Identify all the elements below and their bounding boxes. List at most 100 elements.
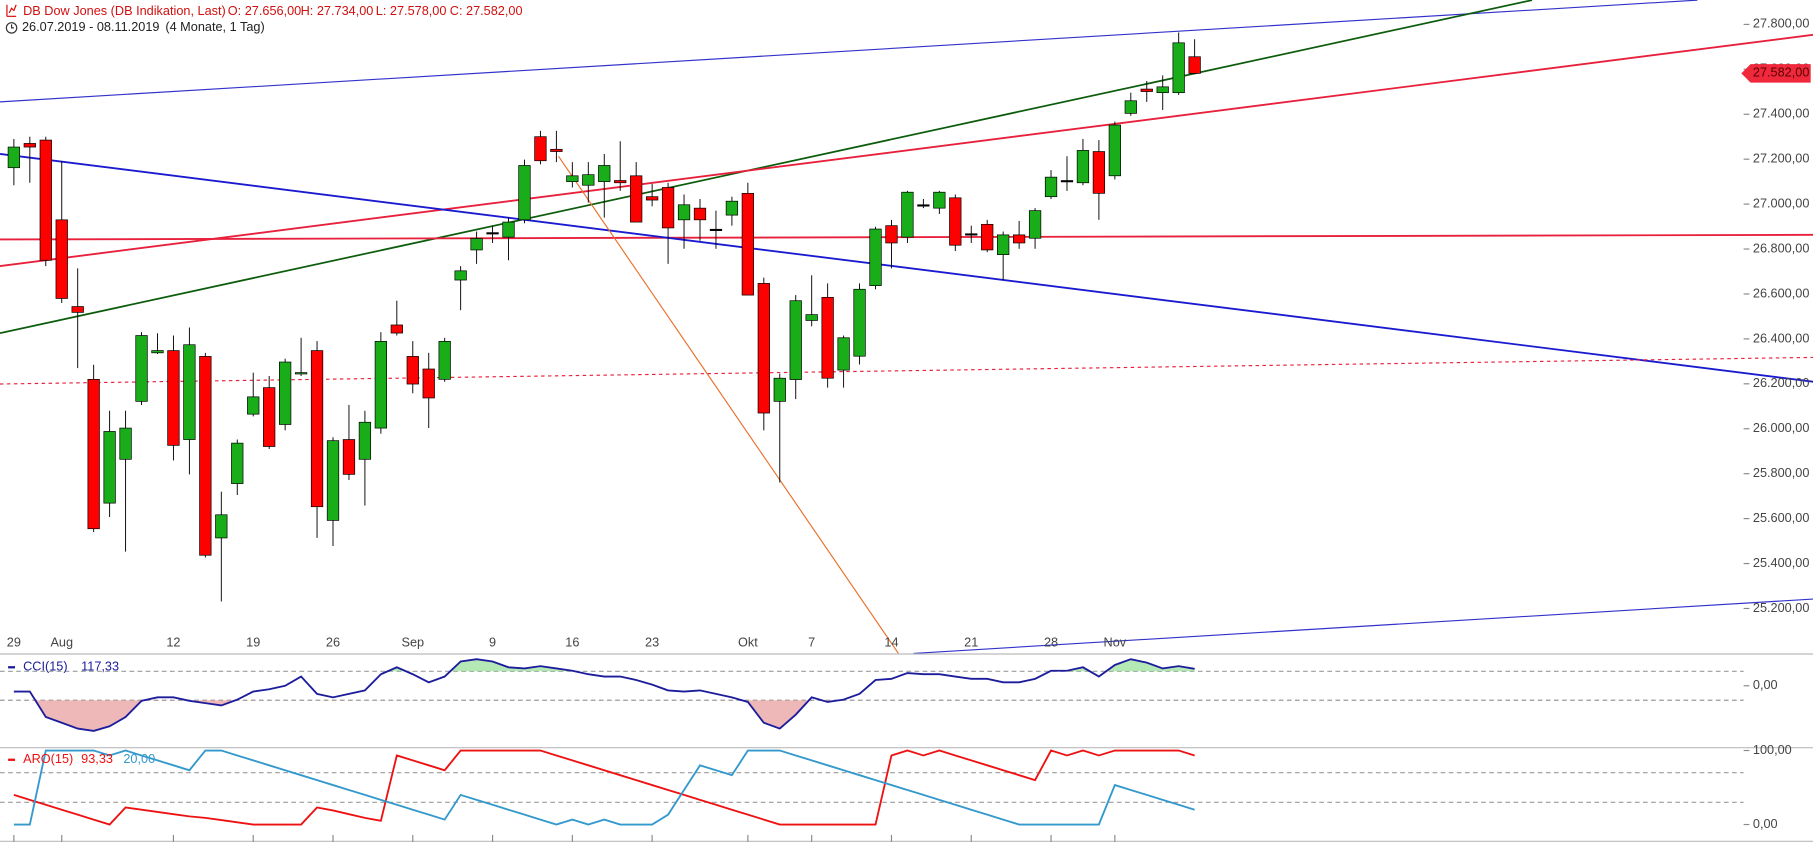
candle-body: [1156, 86, 1169, 94]
candles: [7, 32, 1201, 602]
candle-body: [103, 431, 116, 504]
candle-body: [87, 378, 100, 530]
x-tick-label: 12: [166, 634, 180, 649]
candle-body: [550, 148, 563, 152]
candle-body: [39, 139, 52, 261]
x-tick-label: 29: [7, 634, 21, 649]
trend-line: [0, 33, 1813, 267]
candle-body: [598, 165, 611, 182]
clock-hands: [10, 24, 14, 29]
y-tick-label: 25.800,00: [1753, 465, 1810, 480]
candle-body: [326, 440, 340, 521]
candle-body: [199, 356, 212, 556]
date-range: 26.07.2019 - 08.11.2019: [22, 19, 160, 34]
ohlc-low: L: 27.578,00: [376, 3, 447, 18]
candle-body: [55, 219, 68, 299]
candle-body: [949, 197, 962, 246]
candle-body: [215, 514, 228, 539]
candle-body: [167, 350, 180, 446]
x-tick-label: 7: [808, 634, 815, 649]
candle-body: [757, 283, 770, 414]
candle-body: [486, 232, 499, 235]
candle-body: [1172, 42, 1185, 94]
candle-body: [71, 306, 84, 313]
x-tick-label: 21: [964, 634, 978, 649]
y-tick-label: 25.200,00: [1753, 600, 1810, 615]
candle-body: [582, 174, 595, 186]
x-tick-label: Aug: [50, 634, 73, 649]
candle-body: [470, 238, 483, 251]
candle-body: [1012, 234, 1026, 244]
candle-body: [151, 350, 164, 354]
y-tick-label: 27.200,00: [1753, 151, 1810, 166]
candle-body: [709, 228, 723, 232]
candle-body: [981, 223, 994, 251]
candle-body: [661, 187, 675, 229]
y-tick-label: 26.400,00: [1753, 330, 1810, 345]
candle-body: [1028, 210, 1042, 239]
candle-body: [263, 387, 276, 447]
candle-body: [534, 136, 547, 162]
x-tick-label: Nov: [1104, 634, 1127, 649]
candle-body: [135, 335, 148, 402]
level-fill: [13, 659, 1195, 672]
candle-body: [901, 191, 914, 238]
ohlc-high: H: 27.734,00: [301, 3, 374, 18]
candle-body: [406, 356, 419, 385]
candle-body: [294, 372, 308, 375]
trend-line: [557, 155, 899, 654]
indicator-title: ARO(15): [23, 751, 73, 766]
series-line: [13, 749, 1195, 826]
y-tick-label: 26.000,00: [1753, 420, 1810, 435]
chart-icon: [6, 4, 17, 17]
candle-body: [741, 192, 754, 296]
candle-body: [1060, 180, 1074, 183]
x-tick-label: Okt: [738, 634, 758, 649]
candle-body: [1140, 88, 1153, 92]
candle-body: [390, 324, 403, 334]
legend-value: 93,33: [81, 751, 113, 766]
candle-body: [725, 200, 739, 216]
x-tick-label: 19: [246, 634, 260, 649]
candle-body: [869, 228, 882, 287]
candle-body: [997, 234, 1010, 255]
candle-body: [247, 396, 260, 415]
level-fill: [13, 700, 1195, 731]
y-tick-label: 27.400,00: [1753, 106, 1810, 121]
ohlc-open: O: 27.656,00: [228, 3, 301, 18]
ohlc-close: C: 27.582,00: [450, 3, 523, 18]
candle-body: [1108, 124, 1121, 177]
title: DB Dow Jones (DB Indikation, Last): [23, 3, 226, 18]
candle-body: [614, 180, 627, 184]
candle-body: [965, 233, 978, 236]
x-tick-label: Sep: [401, 634, 424, 649]
candle-body: [566, 175, 579, 182]
candle-body: [837, 337, 850, 371]
legend-value: 117,33: [81, 659, 119, 674]
candle-body: [645, 196, 659, 201]
x-tick-label: 16: [565, 634, 579, 649]
y-tick-label: 26.600,00: [1753, 285, 1810, 300]
y-tick-label: 0,00: [1753, 677, 1778, 692]
clock-icon: [5, 22, 18, 34]
candle-body: [693, 207, 707, 221]
candle-body: [917, 204, 930, 207]
candle-body: [805, 314, 818, 321]
candle-body: [7, 146, 21, 169]
x-tick-label: 26: [326, 634, 340, 649]
candle-body: [23, 143, 36, 148]
trend-line: [0, 0, 1698, 103]
candle-body: [438, 341, 451, 380]
legend-value: 20,00: [123, 751, 155, 766]
x-tick-label: 9: [489, 634, 496, 649]
candle-body: [1044, 176, 1058, 198]
candle-body: [342, 439, 356, 475]
candle-body: [454, 270, 467, 281]
y-tick-label: 27.800,00: [1753, 16, 1810, 31]
x-tick-label: 28: [1044, 634, 1058, 649]
candle-body: [821, 296, 834, 379]
series-line: [13, 658, 1195, 732]
candle-body: [1124, 100, 1137, 114]
